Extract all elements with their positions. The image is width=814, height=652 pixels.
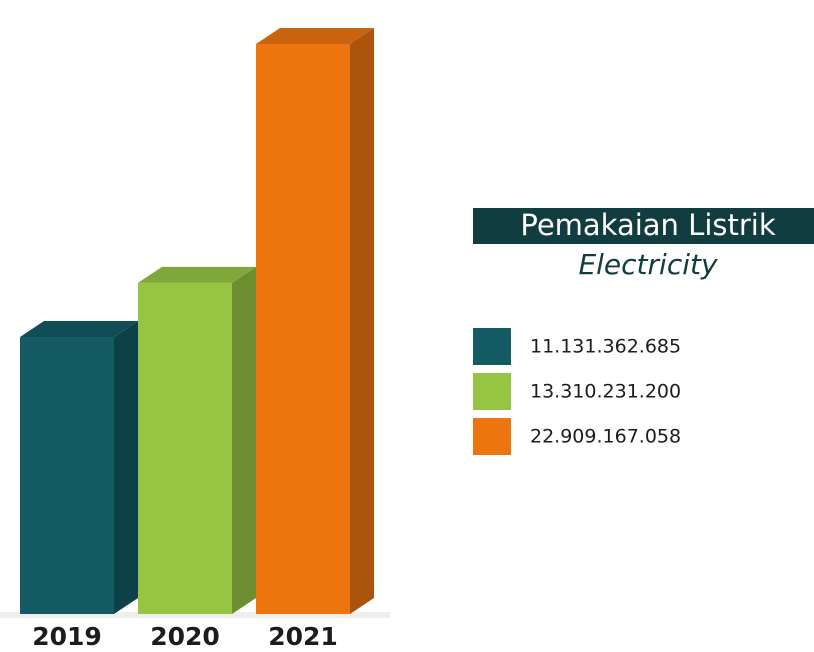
bar-side xyxy=(114,321,138,614)
floor xyxy=(0,612,390,618)
legend-label: 11.131.362.685 xyxy=(530,336,681,358)
bar-top xyxy=(20,321,138,338)
bar-top xyxy=(138,266,256,283)
x-tick-label: 2021 xyxy=(268,622,338,651)
x-tick-label: 2019 xyxy=(32,622,102,651)
legend-swatch xyxy=(473,418,511,455)
bar xyxy=(138,282,232,614)
legend-swatch xyxy=(473,373,511,410)
bar-side xyxy=(232,266,256,614)
legend-label: 13.310.231.200 xyxy=(530,381,681,403)
legend-swatch xyxy=(473,328,511,365)
chart-subtitle: Electricity xyxy=(578,248,718,281)
bar-side xyxy=(350,28,374,614)
chart-title: Pemakaian Listrik xyxy=(520,208,775,242)
legend-label: 22.909.167.058 xyxy=(530,426,681,448)
bar xyxy=(256,44,350,614)
bar xyxy=(20,337,114,614)
title-box xyxy=(473,208,814,244)
x-tick-label: 2020 xyxy=(150,622,220,651)
bar-top xyxy=(256,28,374,44)
